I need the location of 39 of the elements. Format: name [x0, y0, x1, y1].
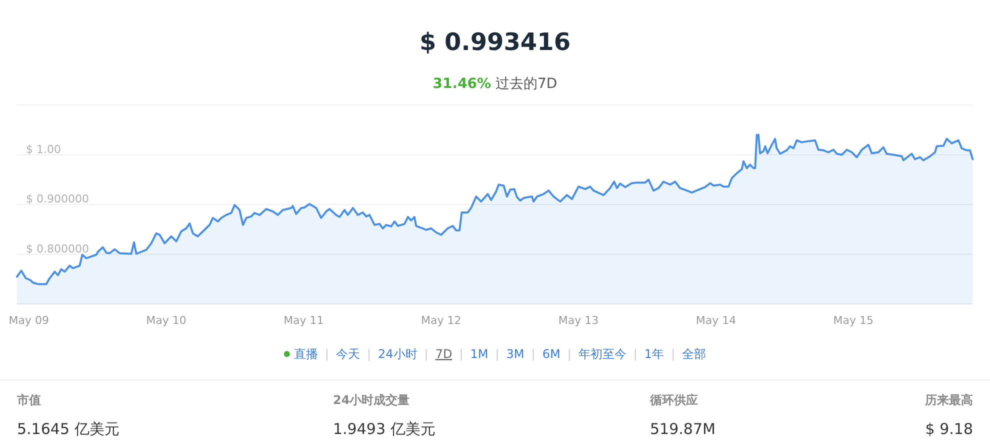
text: 6M [542, 347, 560, 361]
text: 7D [435, 347, 452, 361]
text: 1.9493 亿美元 [333, 420, 436, 438]
text: | [424, 347, 428, 361]
text: 年初至今 [578, 347, 626, 361]
category-label: 市值 [16, 393, 41, 407]
y-tick-label: $ 0.900000 [26, 192, 89, 206]
x-tick-label: May 11 [284, 314, 324, 327]
text: 1年 [644, 347, 664, 361]
text: 全部 [682, 347, 706, 361]
text: 5.1645 亿美元 [17, 420, 120, 438]
text: | [366, 347, 371, 361]
x-tick-label: May 15 [833, 314, 874, 327]
x-tick-label: May 09 [8, 314, 49, 327]
text: | [324, 347, 329, 361]
text: | [567, 347, 572, 361]
text: 24小时 [378, 347, 418, 361]
y-tick-label: $ 0.800000 [26, 242, 89, 256]
chart-subtitle: 31.46% 过去的7D [432, 76, 558, 92]
x-tick-label: May 12 [421, 314, 462, 327]
text: | [633, 347, 638, 361]
text: 今天 [336, 347, 360, 361]
text: $ 9.18 [925, 420, 973, 438]
x-tick-label: May 14 [696, 314, 736, 327]
text: 1M [470, 347, 488, 361]
text: 519.87M [650, 420, 716, 438]
text: 3M [506, 347, 524, 361]
category-label: 循环供应 [649, 393, 698, 407]
text: | [459, 347, 464, 361]
chart-title: $ 0.993416 [419, 28, 571, 56]
text: | [495, 347, 500, 361]
x-tick-label: May 13 [558, 314, 599, 327]
text: | [671, 347, 676, 361]
category-label: 24小时成交量 [333, 393, 410, 407]
y-tick-label: $ 1.00 [26, 142, 61, 156]
text: | [531, 347, 536, 361]
text: 直播 [294, 347, 318, 361]
x-tick-label: May 10 [146, 314, 186, 327]
category-label: 历来最高 [924, 393, 973, 407]
